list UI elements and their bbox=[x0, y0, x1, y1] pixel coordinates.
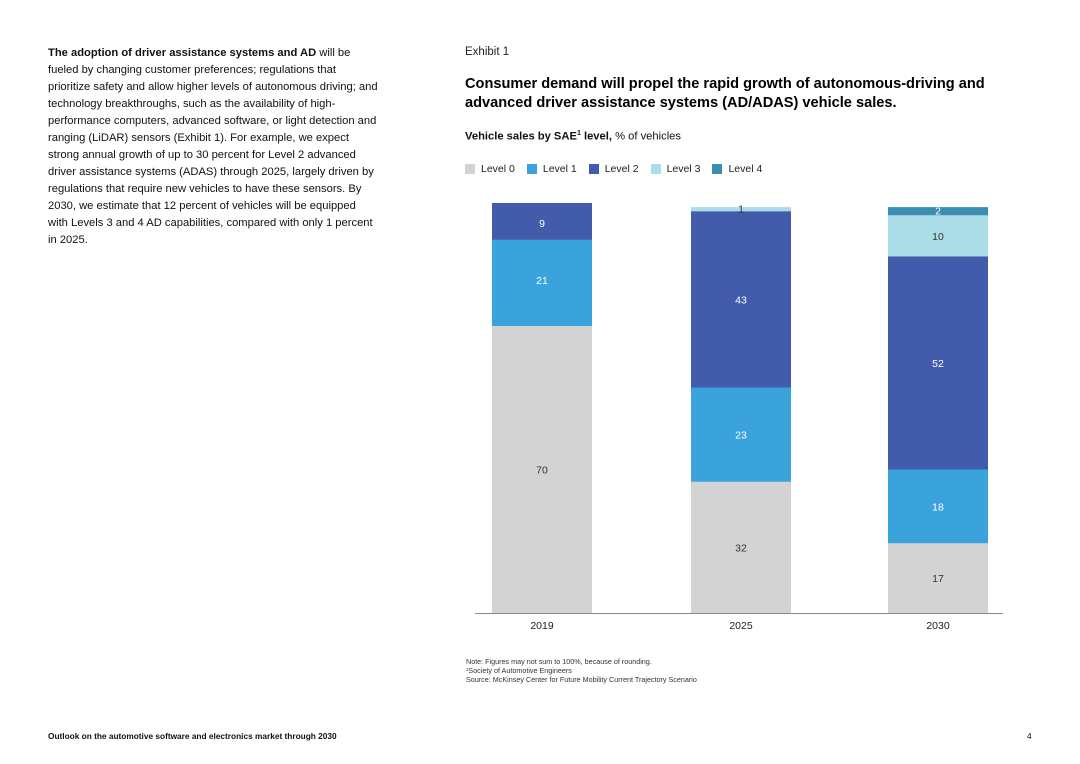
legend-item-level-2: Level 2 bbox=[588, 163, 639, 175]
page-number: 4 bbox=[1027, 731, 1032, 741]
bar-segment-2025-level-3 bbox=[691, 207, 791, 212]
data-label-2030-level-4: 2 bbox=[935, 206, 941, 218]
data-label-2019-level-0: 70 bbox=[536, 465, 548, 477]
bar-segment-2025-level-2 bbox=[691, 211, 791, 388]
data-label-2025-level-3: 1 bbox=[738, 204, 744, 216]
bar-segment-2030-level-1 bbox=[888, 469, 988, 544]
legend-item-level-3: Level 3 bbox=[650, 163, 701, 175]
chart-legend: Level 0 Level 1 Level 2 Level 3 Level 4 bbox=[465, 163, 774, 175]
data-label-2030-level-0: 17 bbox=[932, 573, 944, 585]
chart-title: Consumer demand will propel the rapid gr… bbox=[465, 76, 985, 111]
bar-segment-2019-level-2 bbox=[492, 203, 592, 240]
data-label-2025-level-1: 23 bbox=[735, 430, 747, 442]
data-label-2030-level-2: 52 bbox=[932, 358, 944, 370]
bar-segment-2030-level-4 bbox=[888, 207, 988, 216]
x-tick-label-2019: 2019 bbox=[530, 620, 554, 632]
chart-subtitle: Vehicle sales by SAE1 level, % of vehicl… bbox=[465, 130, 1025, 143]
note-source: Source: McKinsey Center for Future Mobil… bbox=[466, 674, 697, 684]
legend-label: Level 4 bbox=[728, 163, 763, 175]
subtitle-unit: % of vehicles bbox=[611, 130, 681, 143]
note-rounding: Note: Figures may not sum to 100%, becau… bbox=[466, 657, 652, 666]
legend-swatch bbox=[588, 164, 599, 174]
footer-title: Outlook on the automotive software and e… bbox=[48, 731, 337, 741]
bar-segment-2030-level-2 bbox=[888, 256, 988, 470]
legend-label: Level 2 bbox=[604, 163, 639, 175]
subtitle-bold2: level, bbox=[580, 130, 612, 143]
data-label-2030-level-1: 18 bbox=[932, 501, 944, 513]
x-tick-label-2025: 2025 bbox=[729, 620, 753, 632]
subtitle-bold: Vehicle sales by SAE bbox=[465, 130, 577, 143]
bar-segment-2025-level-0 bbox=[691, 481, 791, 613]
legend-item-level-4: Level 4 bbox=[712, 163, 762, 175]
legend-swatch bbox=[465, 164, 475, 174]
body-paragraph: The adoption of driver assistance system… bbox=[48, 45, 378, 249]
bar-segment-2019-level-1 bbox=[492, 239, 592, 326]
chart-notes: Note: Figures may not sum to 100%, becau… bbox=[466, 657, 697, 684]
x-tick-label-2030: 2030 bbox=[926, 620, 950, 632]
data-label-2019-level-2: 9 bbox=[539, 218, 545, 230]
data-label-2025-level-0: 32 bbox=[735, 542, 747, 554]
subtitle-footnote-mark: 1 bbox=[576, 130, 581, 137]
note-footnote: ¹Society of Automotive Engineers bbox=[466, 665, 572, 675]
legend-label: Level 0 bbox=[481, 163, 515, 175]
stacked-bar-chart: 70 21 9 2019 32 23 43 1 2025 17 18 52 10 2 2030 bbox=[475, 203, 1003, 632]
bar-segment-2030-level-0 bbox=[888, 543, 988, 613]
exhibit: Exhibit 1 Consumer demand will propel th… bbox=[465, 46, 1025, 175]
bar-segment-2030-level-3 bbox=[888, 215, 988, 257]
exhibit-label: Exhibit 1 bbox=[465, 46, 510, 58]
bar-segment-2019-level-0 bbox=[492, 326, 592, 613]
bar-segment-2025-level-1 bbox=[691, 387, 791, 482]
legend-label: Level 1 bbox=[542, 163, 577, 175]
legend-item-level-1: Level 1 bbox=[526, 163, 577, 175]
data-label-2030-level-3: 10 bbox=[932, 231, 944, 243]
legend-label: Level 3 bbox=[666, 163, 701, 175]
data-label-2019-level-1: 21 bbox=[536, 275, 548, 287]
data-label-2025-level-2: 43 bbox=[735, 294, 747, 306]
legend-item-level-0: Level 0 bbox=[465, 163, 515, 175]
body-lead: The adoption of driver assistance system… bbox=[48, 47, 317, 59]
body-text: will be fueled by changing customer pref… bbox=[48, 47, 378, 246]
legend-swatch bbox=[650, 164, 661, 174]
legend-swatch bbox=[712, 164, 723, 174]
legend-swatch bbox=[526, 164, 537, 174]
